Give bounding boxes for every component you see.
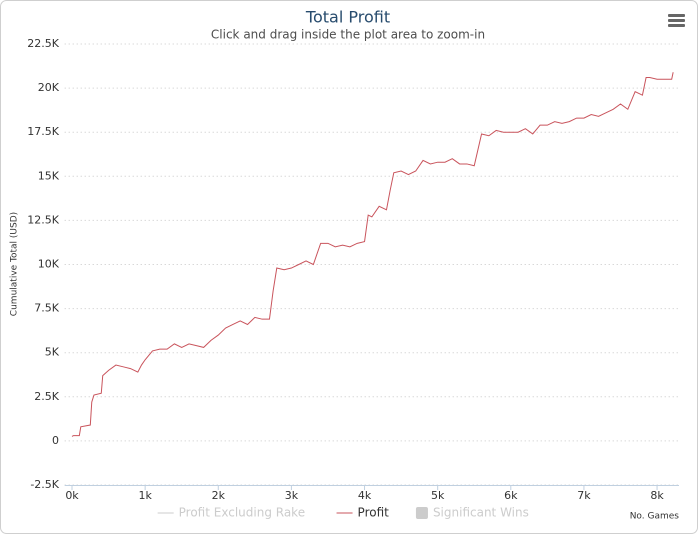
x-tick-label: 0k bbox=[65, 489, 79, 502]
chart-subtitle: Click and drag inside the plot area to z… bbox=[211, 28, 485, 42]
x-tick-label: 6k bbox=[504, 489, 518, 502]
y-tick-label: 7.5K bbox=[34, 302, 59, 315]
y-tick-label: 15K bbox=[38, 169, 60, 182]
chart-title: Total Profit bbox=[305, 8, 390, 27]
menu-button[interactable] bbox=[664, 9, 688, 31]
x-tick-label: 5k bbox=[431, 489, 445, 502]
legend-item[interactable]: Significant Wins bbox=[415, 506, 529, 520]
x-tick-label: 7k bbox=[577, 489, 591, 502]
x-tick-label: 8k bbox=[650, 489, 664, 502]
y-tick-label: -2.5K bbox=[30, 478, 59, 491]
legend-label[interactable]: Significant Wins bbox=[433, 506, 529, 520]
y-tick-label: 22.5K bbox=[27, 37, 59, 50]
legend-item[interactable]: Profit Excluding Rake bbox=[157, 506, 305, 520]
y-tick-label: 10K bbox=[38, 258, 60, 271]
menu-bar bbox=[668, 14, 685, 17]
legend-item[interactable]: Profit bbox=[336, 506, 390, 520]
y-tick-label: 0 bbox=[52, 434, 59, 447]
y-tick-label: 17.5K bbox=[27, 125, 59, 138]
legend-symbol bbox=[415, 507, 428, 519]
x-tick-label: 4k bbox=[358, 489, 372, 502]
x-tick-label: 3k bbox=[285, 489, 299, 502]
y-tick-label: 2.5K bbox=[34, 390, 59, 403]
menu-bar bbox=[668, 19, 685, 22]
x-tick-label: 2k bbox=[212, 489, 226, 502]
profit-line bbox=[71, 72, 674, 437]
y-tick-label: 5K bbox=[45, 346, 60, 359]
x-tick-label: 1k bbox=[138, 489, 152, 502]
y-tick-label: 20K bbox=[38, 81, 60, 94]
legend-label[interactable]: Profit bbox=[358, 506, 390, 520]
y-axis-title: Cumulative Total (USD) bbox=[10, 212, 20, 316]
menu-bar bbox=[668, 24, 685, 27]
x-axis-title: No. Games bbox=[630, 512, 680, 522]
y-tick-label: 12.5K bbox=[27, 213, 59, 226]
legend-label[interactable]: Profit Excluding Rake bbox=[179, 506, 305, 520]
